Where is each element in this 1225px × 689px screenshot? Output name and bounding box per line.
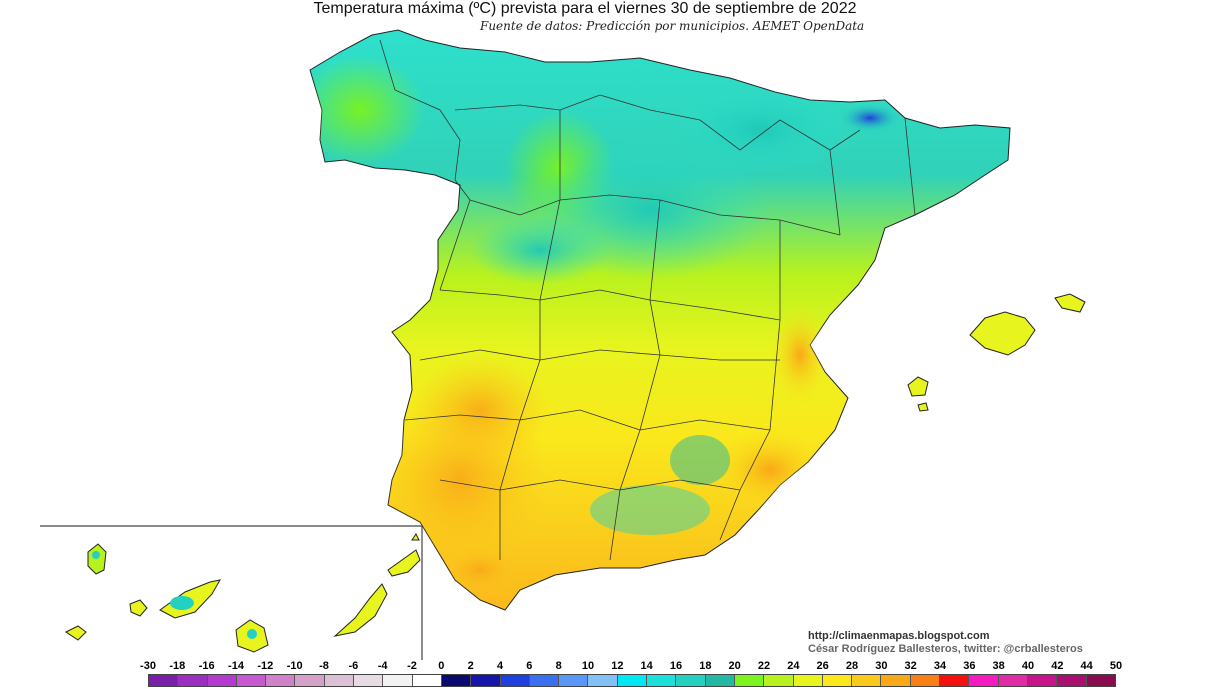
legend-swatch [647, 675, 677, 686]
legend-tick: 26 [816, 660, 829, 672]
legend-labels: -30 -18 -16 -14 -12 -10 -8 -6 -4 -2 0 2 4 6 8 10 12 14 16 1… [0, 660, 1225, 674]
legend-tick: 50 [1109, 660, 1123, 672]
legend-tick: 28 [845, 660, 859, 672]
legend-swatch [559, 675, 589, 686]
legend-swatch [969, 675, 999, 686]
legend-tick: 14 [640, 660, 653, 672]
legend-tick: -2 [407, 660, 417, 672]
legend-tick: 34 [933, 660, 947, 672]
canary-islands-inset [40, 525, 423, 660]
legend-tick: 20 [728, 660, 741, 672]
map-title: Temperatura máxima (ºC) prevista para el… [313, 0, 857, 17]
legend-swatch [852, 675, 882, 686]
legend-swatch [295, 675, 325, 686]
legend-tick: 42 [1051, 660, 1064, 672]
legend-color-bar [148, 674, 1116, 687]
legend-tick: 12 [611, 660, 624, 672]
balearic-islands [907, 293, 1086, 412]
legend-swatch [178, 675, 208, 686]
legend-swatch [383, 675, 413, 686]
legend-tick: 24 [787, 660, 800, 672]
legend-swatch [1057, 675, 1087, 686]
legend-swatch [207, 675, 237, 686]
legend-tick: 18 [699, 660, 712, 672]
legend-tick: 4 [496, 660, 504, 672]
legend-tick: -12 [257, 660, 274, 672]
map-subtitle: Fuente de datos: Predicción por municipi… [480, 19, 865, 33]
legend-swatch [529, 675, 560, 686]
legend-swatch [441, 675, 472, 686]
legend-swatch [705, 675, 735, 686]
peninsula [309, 29, 1011, 611]
legend-swatch [412, 675, 442, 686]
legend-swatch [236, 675, 267, 686]
legend-tick: -16 [198, 660, 215, 672]
legend-tick: 36 [963, 660, 976, 672]
legend-tick: 8 [555, 660, 562, 672]
credit-url: http://climaenmapas.blogspot.com [808, 630, 990, 642]
legend-tick: 38 [992, 660, 1005, 672]
legend-swatch [676, 675, 706, 686]
legend-swatch [793, 675, 823, 686]
legend-tick: 40 [1021, 660, 1035, 672]
legend-swatch [881, 675, 911, 686]
legend-tick: 10 [581, 660, 595, 672]
legend-swatch [1027, 675, 1058, 686]
legend-tick: 30 [875, 660, 888, 672]
legend-swatch [500, 675, 530, 686]
legend-tick: 22 [757, 660, 771, 672]
legend-swatch [764, 675, 794, 686]
legend-swatch [910, 675, 941, 686]
legend-swatch [354, 675, 384, 686]
legend-swatch [324, 675, 355, 686]
legend-swatch [617, 675, 648, 686]
legend-swatch [588, 675, 618, 686]
legend-swatch [471, 675, 501, 686]
legend-tick: 2 [467, 660, 474, 672]
legend-tick: -4 [377, 660, 388, 672]
legend-swatch [940, 675, 970, 686]
legend-tick: 16 [669, 660, 683, 672]
legend-tick: -18 [169, 660, 186, 672]
legend-tick: 44 [1080, 660, 1093, 672]
legend-tick: -14 [228, 660, 244, 672]
legend-swatch [998, 675, 1028, 686]
legend-tick: -10 [286, 660, 303, 672]
legend-swatch [734, 675, 765, 686]
legend-tick: -6 [348, 660, 359, 672]
legend-swatch [1086, 675, 1115, 686]
legend-swatch [822, 675, 853, 686]
credit-author: César Rodríguez Ballesteros, twitter: @c… [808, 643, 1083, 655]
legend-swatch [149, 675, 179, 686]
legend-tick: 32 [904, 660, 917, 672]
legend-tick: 6 [526, 660, 533, 672]
legend-tick: -30 [140, 660, 156, 672]
legend-tick: -8 [319, 660, 329, 672]
legend-swatch [266, 675, 296, 686]
legend-tick: 0 [438, 660, 445, 672]
